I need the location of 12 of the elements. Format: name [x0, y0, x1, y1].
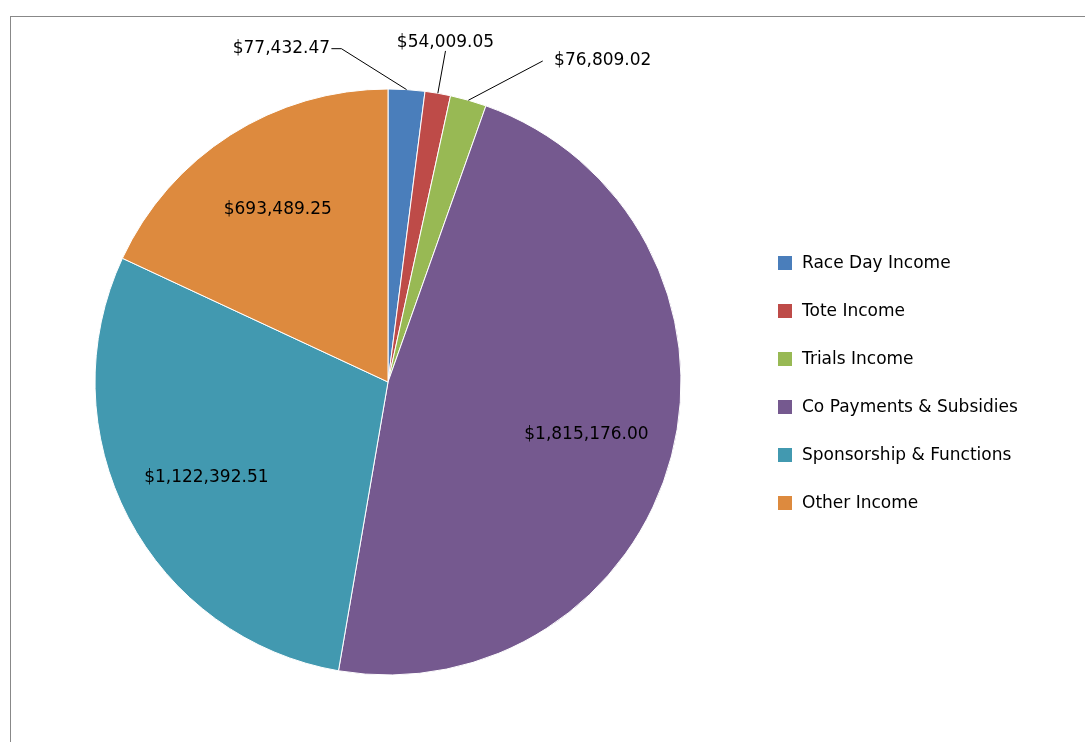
data-label: $54,009.05	[396, 30, 495, 51]
data-label: $1,122,392.51	[144, 466, 269, 487]
data-label: $1,815,176.00	[524, 422, 649, 443]
data-label: $76,809.02	[554, 48, 652, 69]
legend-label: Tote Income	[801, 300, 905, 320]
legend-label: Trials Income	[801, 348, 914, 368]
legend-label: Other Income	[802, 492, 919, 512]
data-label: $693,489.25	[223, 198, 332, 219]
legend-label: Co Payments & Subsidies	[802, 396, 1018, 416]
legend-label: Race Day Income	[802, 252, 951, 272]
data-label: $77,432.47	[232, 36, 331, 57]
legend-label: Sponsorship & Functions	[802, 444, 1012, 464]
